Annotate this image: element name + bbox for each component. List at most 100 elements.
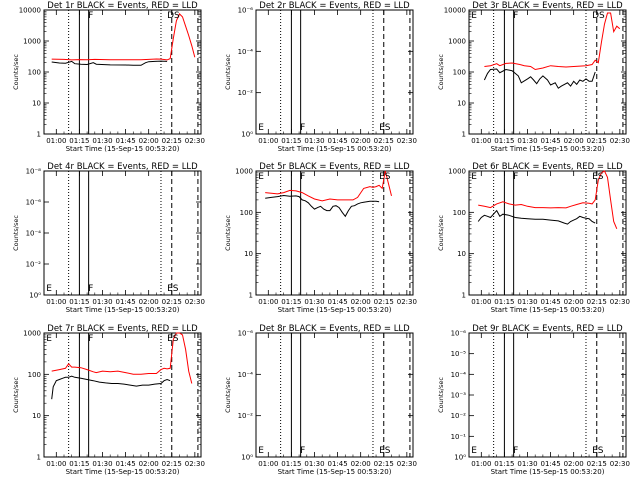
panel-8-xtick-label: 01:00 — [258, 460, 278, 468]
panel-3-ytick-label: 10000 — [444, 7, 466, 15]
panel-7-xtick-label: 02:00 — [139, 460, 159, 468]
panel-6-xtick-label: 01:15 — [494, 298, 514, 306]
panel-5-marker-label: F — [300, 172, 305, 182]
panel-8-marker-label: E — [258, 446, 264, 456]
panel-1-ytick-label: 10000 — [19, 7, 41, 15]
panel-2-title: Det 2r BLACK = Events, RED = LLD — [259, 1, 410, 11]
panel-5-lld-series — [265, 170, 392, 202]
panel-3-xtick-label: 01:30 — [517, 137, 537, 145]
panel-7-frame — [43, 332, 202, 458]
panel-5-xtick-label: 01:00 — [258, 298, 278, 306]
panel-5-xtick-label: 01:30 — [304, 298, 324, 306]
panel-7-xtick-label: 01:00 — [46, 460, 66, 468]
panel-4-ytick-label: 10⁻² — [26, 261, 42, 269]
panel-7-title: Det 7r BLACK = Events, RED = LLD — [47, 324, 198, 334]
panel-1-xtick-label: 02:15 — [162, 137, 182, 145]
panel-1-ytick-label: 1000 — [23, 38, 41, 46]
panel-5-ytick-label: 100 — [240, 209, 253, 217]
panel-9-xtick-label: 01:00 — [471, 460, 491, 468]
panel-3-xtick-label: 01:00 — [471, 137, 491, 145]
panel-1-xtick-label: 02:30 — [185, 137, 205, 145]
panel-5-marker-label: E — [258, 172, 264, 182]
panel-7-marker-label: E — [46, 334, 52, 344]
panel-7-ylabel: Counts/sec — [12, 377, 20, 413]
panel-1-xtick-label: 02:00 — [139, 137, 159, 145]
panel-5-xtick-label: 02:00 — [351, 298, 371, 306]
panel-3-xtick-label: 01:15 — [494, 137, 514, 145]
panel-4-ytick-label: 10⁻⁴ — [26, 230, 42, 238]
panel-9-title: Det 9r BLACK = Events, RED = LLD — [472, 324, 623, 334]
panel-4-marker-label: F — [88, 284, 93, 294]
panel-8-marker-label: F — [300, 446, 305, 456]
panel-8: Det 8r BLACK = Events, RED = LLD 10⁰ 10⁻² 1… — [224, 324, 417, 476]
panel-5-marker-label: ES — [379, 172, 391, 182]
panel-3-ytick-label: 10 — [457, 100, 466, 108]
panel-6-marker-label: E — [471, 172, 477, 182]
panel-8-xtick-label: 01:15 — [281, 460, 301, 468]
panel-7-xtick-label: 02:15 — [162, 460, 182, 468]
panel-1-ylabel: Counts/sec — [12, 54, 20, 90]
panel-3-xtick-label: 02:00 — [564, 137, 584, 145]
panel-1-xtick-label: 01:15 — [69, 137, 89, 145]
panel-8-xtick-label: 01:45 — [327, 460, 347, 468]
panel-4-xtick-label: 02:15 — [162, 298, 182, 306]
panel-8-xtick-label: 02:00 — [351, 460, 371, 468]
panel-4-xtick-label: 02:00 — [139, 298, 159, 306]
panel-9-ylabel: Counts/sec — [437, 377, 445, 413]
panel-8-ytick-label: 10⁻⁴ — [238, 371, 254, 379]
panel-6-xtick-label: 01:30 — [517, 298, 537, 306]
panel-7-xtick-label: 01:45 — [115, 460, 135, 468]
panel-6-xtick-label: 02:30 — [610, 298, 630, 306]
panel-4-xlabel: Start Time (15-Sep-15 00:53:20) — [66, 306, 180, 314]
panel-2-marker-label: E — [258, 123, 264, 133]
panel-5-frame — [255, 170, 414, 296]
panel-3: Det 3r BLACK = Events, RED = LLD 1 10 100 10… — [437, 1, 630, 153]
panel-6-xtick-label: 01:00 — [471, 298, 491, 306]
panel-9-ytick-label: 10⁻³ — [451, 392, 467, 400]
panel-9-xtick-label: 01:45 — [540, 460, 560, 468]
panel-9-xtick-label: 01:30 — [517, 460, 537, 468]
panel-2-xtick-label: 02:30 — [397, 137, 417, 145]
panel-1-xlabel: Start Time (15-Sep-15 00:53:20) — [66, 145, 180, 153]
panel-6-xtick-label: 02:15 — [587, 298, 607, 306]
panel-6: Det 6r BLACK = Events, RED = LLD 1 10 100 10… — [437, 162, 630, 314]
panel-4-xtick-label: 01:45 — [115, 298, 135, 306]
panel-7-ytick-label: 10 — [32, 412, 41, 420]
panel-9-ytick-label: 10⁻² — [451, 412, 467, 420]
panel-5-ytick-label: 10 — [244, 250, 253, 258]
panel-2-xtick-label: 02:00 — [351, 137, 371, 145]
panel-9-ytick-label: 10⁰ — [454, 454, 466, 462]
panel-2-xtick-label: 02:15 — [374, 137, 394, 145]
panel-2-ytick-label: 10⁻² — [238, 89, 254, 97]
panel-7-ytick-label: 1000 — [23, 330, 41, 338]
panel-3-xtick-label: 02:30 — [610, 137, 630, 145]
panel-3-xtick-label: 02:15 — [587, 137, 607, 145]
panel-2-xlabel: Start Time (15-Sep-15 00:53:20) — [278, 145, 392, 153]
panel-3-xlabel: Start Time (15-Sep-15 00:53:20) — [491, 145, 605, 153]
panel-2-ytick-label: 10⁻⁴ — [238, 48, 254, 56]
panel-1-ytick-label: 1 — [37, 131, 41, 139]
panel-5-ytick-label: 1 — [249, 292, 253, 300]
panel-8-xtick-label: 02:15 — [374, 460, 394, 468]
panel-7-ytick-label: 1 — [37, 454, 41, 462]
panel-8-ylabel: Counts/sec — [224, 377, 232, 413]
panel-5-ytick-label: 1000 — [235, 168, 253, 176]
panel-3-lld-series — [484, 12, 621, 71]
panel-6-ylabel: Counts/sec — [437, 215, 445, 251]
panel-3-ytick-label: 1000 — [448, 38, 466, 46]
panel-7: Det 7r BLACK = Events, RED = LLD 1 10 100 10… — [12, 324, 205, 476]
panel-6-xtick-label: 02:00 — [564, 298, 584, 306]
panel-3-xtick-label: 01:45 — [540, 137, 560, 145]
panel-2-xtick-label: 01:15 — [281, 137, 301, 145]
panel-1-marker-label: DS — [167, 11, 180, 21]
panel-2: Det 2r BLACK = Events, RED = LLD 10⁰ 10⁻² 1… — [224, 1, 417, 153]
panel-5: Det 5r BLACK = Events, RED = LLD 1 10 100 10… — [224, 162, 417, 314]
panel-2-xtick-label: 01:00 — [258, 137, 278, 145]
panel-7-events-series — [51, 375, 171, 400]
panel-4-title: Det 4r BLACK = Events, RED = LLD — [47, 162, 198, 172]
panel-6-title: Det 6r BLACK = Events, RED = LLD — [472, 162, 623, 172]
panel-9-marker-label: E — [471, 446, 477, 456]
panel-7-lld-series — [51, 332, 193, 384]
